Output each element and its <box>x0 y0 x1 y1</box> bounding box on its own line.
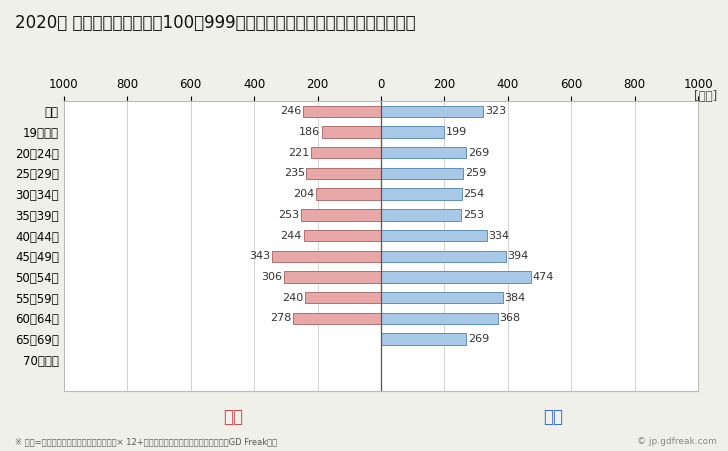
Text: 474: 474 <box>533 272 554 282</box>
Bar <box>316 189 381 200</box>
Bar <box>381 168 463 179</box>
Text: 343: 343 <box>250 251 271 261</box>
Text: 204: 204 <box>293 189 314 199</box>
Bar <box>381 209 462 221</box>
Text: 2020年 民間企業（従業者数100〜999人）フルタイム労働者の男女別平均年収: 2020年 民間企業（従業者数100〜999人）フルタイム労働者の男女別平均年収 <box>15 14 415 32</box>
Text: 244: 244 <box>280 230 302 240</box>
Text: 269: 269 <box>468 334 489 344</box>
Bar <box>306 168 381 179</box>
Bar <box>381 230 487 241</box>
Text: 269: 269 <box>468 147 489 158</box>
Bar <box>304 230 381 241</box>
Bar <box>381 189 462 200</box>
Text: 306: 306 <box>261 272 282 282</box>
Text: 278: 278 <box>270 313 291 323</box>
Bar <box>381 106 483 117</box>
Text: 254: 254 <box>463 189 484 199</box>
Bar <box>381 126 444 138</box>
Text: 240: 240 <box>282 293 304 303</box>
Bar <box>311 147 381 158</box>
Text: 246: 246 <box>280 106 301 116</box>
Bar <box>381 147 467 158</box>
Bar <box>381 251 506 262</box>
Bar <box>381 333 467 345</box>
Text: 199: 199 <box>446 127 467 137</box>
Text: 女性: 女性 <box>223 408 243 426</box>
Bar <box>284 271 381 283</box>
Text: © jp.gdfreak.com: © jp.gdfreak.com <box>637 437 717 446</box>
Bar <box>301 209 381 221</box>
Text: 259: 259 <box>464 168 486 179</box>
Text: [万円]: [万円] <box>694 90 717 103</box>
Text: 368: 368 <box>499 313 521 323</box>
Bar <box>322 126 381 138</box>
Text: 334: 334 <box>488 230 510 240</box>
Bar <box>272 251 381 262</box>
Bar <box>381 313 498 324</box>
Text: 235: 235 <box>284 168 305 179</box>
Text: ※ 年収=「きまって支給する現金給与額」× 12+「年間賞与その他特別給与額」としてGD Freak推計: ※ 年収=「きまって支給する現金給与額」× 12+「年間賞与その他特別給与額」と… <box>15 437 277 446</box>
Bar <box>303 106 381 117</box>
Text: 男性: 男性 <box>543 408 563 426</box>
Bar <box>293 313 381 324</box>
Text: 394: 394 <box>507 251 529 261</box>
Bar <box>381 292 503 304</box>
Text: 221: 221 <box>288 147 309 158</box>
Text: 384: 384 <box>505 293 526 303</box>
Text: 186: 186 <box>299 127 320 137</box>
Text: 253: 253 <box>278 210 299 220</box>
Bar <box>305 292 381 304</box>
Text: 323: 323 <box>485 106 506 116</box>
Bar <box>381 271 531 283</box>
Text: 253: 253 <box>463 210 484 220</box>
